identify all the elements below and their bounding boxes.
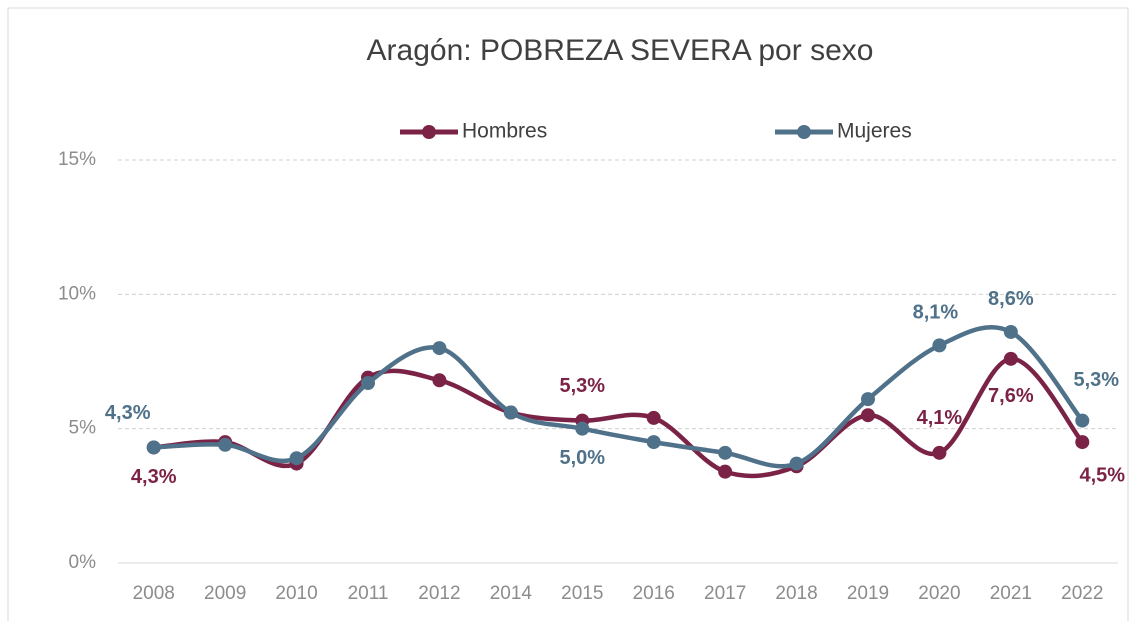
x-tick-label: 2022 bbox=[1061, 583, 1103, 604]
data-point bbox=[861, 408, 875, 423]
y-tick-label: 0% bbox=[69, 552, 97, 573]
legend-marker bbox=[422, 125, 436, 139]
data-point bbox=[718, 464, 733, 479]
x-tick-label: 2009 bbox=[204, 583, 246, 604]
data-point bbox=[718, 445, 733, 460]
x-tick-label: 2020 bbox=[918, 583, 960, 604]
data-point bbox=[932, 445, 947, 460]
data-label: 5,3% bbox=[559, 375, 605, 397]
data-label: 5,3% bbox=[1073, 369, 1119, 391]
x-tick-label: 2016 bbox=[633, 583, 675, 604]
x-tick-label: 2011 bbox=[348, 583, 389, 604]
data-point bbox=[361, 375, 375, 390]
x-tick-label: 2012 bbox=[418, 583, 460, 604]
legend-label: Mujeres bbox=[837, 120, 912, 143]
data-point bbox=[432, 341, 447, 356]
data-point bbox=[1003, 324, 1018, 339]
y-tick-label: 15% bbox=[58, 149, 96, 170]
x-tick-label: 2014 bbox=[490, 583, 533, 604]
data-label: 7,6% bbox=[988, 385, 1034, 407]
data-label: 4,5% bbox=[1079, 464, 1125, 486]
y-tick-label: 5% bbox=[69, 418, 97, 439]
x-tick-label: 2018 bbox=[775, 583, 817, 604]
data-point bbox=[146, 440, 161, 455]
data-point bbox=[503, 405, 518, 420]
data-point bbox=[932, 338, 947, 353]
data-label: 4,3% bbox=[105, 402, 151, 424]
data-point bbox=[646, 410, 661, 425]
data-point bbox=[1003, 351, 1018, 366]
data-point bbox=[646, 435, 661, 450]
x-tick-label: 2019 bbox=[847, 583, 889, 604]
chart-frame bbox=[7, 7, 1129, 621]
x-tick-label: 2021 bbox=[990, 583, 1032, 604]
data-point bbox=[289, 451, 304, 466]
series-line bbox=[153, 356, 1085, 479]
chart-title: Aragón: POBREZA SEVERA por sexo bbox=[367, 34, 874, 67]
legend-marker bbox=[797, 125, 811, 139]
data-point bbox=[432, 373, 447, 388]
data-label: 4,1% bbox=[917, 407, 963, 429]
data-label: 5,0% bbox=[559, 447, 605, 469]
legend-label: Hombres bbox=[462, 120, 547, 143]
data-point bbox=[1075, 413, 1090, 428]
x-tick-label: 2008 bbox=[133, 583, 175, 604]
x-tick-label: 2017 bbox=[704, 583, 746, 604]
data-label: 4,3% bbox=[131, 466, 177, 488]
x-tick-label: 2015 bbox=[561, 583, 603, 604]
data-label: 8,6% bbox=[988, 288, 1034, 310]
x-tick-label: 2010 bbox=[275, 583, 317, 604]
data-point bbox=[1075, 435, 1090, 450]
data-label: 8,1% bbox=[913, 302, 959, 324]
data-point bbox=[789, 456, 804, 471]
data-point bbox=[861, 392, 875, 407]
data-point bbox=[575, 421, 590, 436]
y-tick-label: 10% bbox=[58, 283, 96, 304]
data-point bbox=[218, 437, 233, 452]
